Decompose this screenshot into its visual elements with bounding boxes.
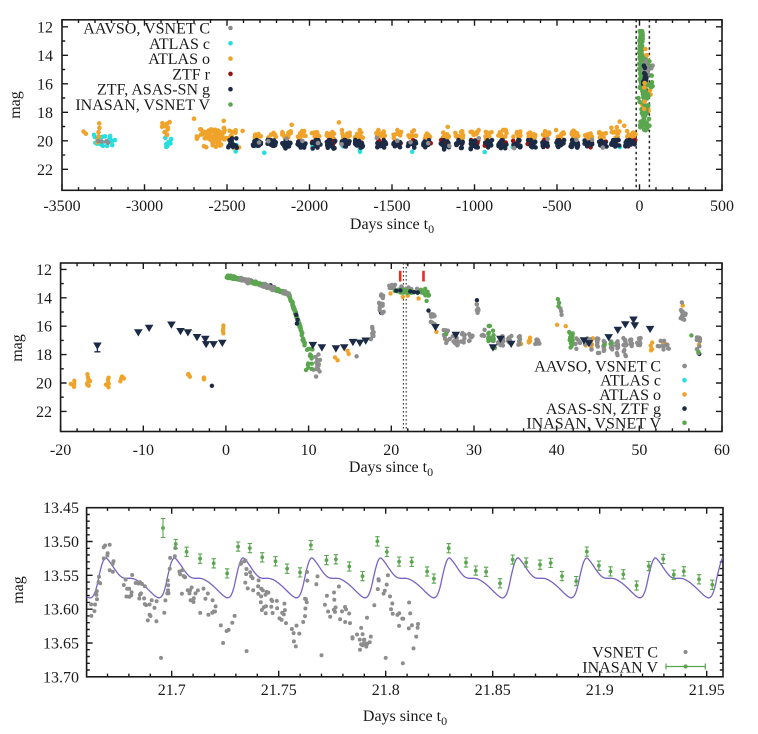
svg-text:0: 0: [636, 198, 644, 215]
svg-text:50: 50: [631, 442, 647, 459]
svg-text:500: 500: [710, 198, 734, 215]
svg-text:-3500: -3500: [43, 198, 80, 215]
svg-text:16: 16: [36, 319, 52, 336]
svg-text:INASAN V: INASAN V: [582, 660, 658, 677]
svg-text:ATLAS c: ATLAS c: [149, 36, 210, 53]
svg-text:ZTF r: ZTF r: [172, 66, 210, 83]
svg-text:ATLAS o: ATLAS o: [599, 387, 661, 404]
svg-text:12: 12: [37, 19, 53, 36]
svg-text:20: 20: [37, 133, 53, 150]
svg-text:60: 60: [714, 442, 730, 459]
svg-text:mag: mag: [10, 576, 27, 604]
svg-text:22: 22: [37, 162, 53, 179]
svg-text:0: 0: [222, 442, 230, 459]
svg-text:mag: mag: [9, 334, 26, 362]
svg-text:18: 18: [36, 347, 52, 364]
svg-text:13.70: 13.70: [43, 669, 79, 686]
svg-text:ZTF, ASAS-SN g: ZTF, ASAS-SN g: [97, 82, 210, 99]
svg-text:mag: mag: [7, 91, 24, 119]
svg-text:INASAN, VSNET V: INASAN, VSNET V: [75, 97, 210, 114]
svg-text:ATLAS c: ATLAS c: [600, 373, 661, 390]
svg-text:40: 40: [549, 442, 565, 459]
svg-text:21.9: 21.9: [586, 682, 614, 699]
svg-text:Days since t0: Days since t0: [350, 216, 434, 236]
svg-text:-1500: -1500: [373, 198, 410, 215]
svg-text:-10: -10: [133, 442, 154, 459]
svg-text:AAVSO, VSNET C: AAVSO, VSNET C: [534, 359, 661, 376]
svg-text:21.75: 21.75: [261, 682, 297, 699]
svg-text:20: 20: [383, 442, 399, 459]
svg-text:-1000: -1000: [456, 198, 493, 215]
svg-text:INASAN, VSNET V: INASAN, VSNET V: [526, 415, 661, 432]
svg-text:13.45: 13.45: [43, 500, 79, 517]
svg-text:13.55: 13.55: [43, 568, 79, 585]
svg-text:ASAS-SN, ZTF g: ASAS-SN, ZTF g: [546, 401, 661, 418]
svg-text:20: 20: [36, 376, 52, 393]
svg-text:12: 12: [36, 262, 52, 279]
svg-text:13.65: 13.65: [43, 635, 79, 652]
svg-text:18: 18: [37, 105, 53, 122]
svg-text:14: 14: [37, 48, 53, 65]
svg-text:ATLAS o: ATLAS o: [148, 51, 210, 68]
svg-text:21.95: 21.95: [689, 682, 725, 699]
svg-text:22: 22: [36, 404, 52, 421]
svg-text:16: 16: [37, 76, 53, 93]
svg-text:-20: -20: [50, 442, 71, 459]
svg-text:14: 14: [36, 290, 52, 307]
svg-text:10: 10: [301, 442, 317, 459]
svg-text:21.8: 21.8: [372, 682, 400, 699]
svg-text:-2500: -2500: [208, 198, 245, 215]
svg-text:-2000: -2000: [291, 198, 328, 215]
svg-text:VSNET C: VSNET C: [592, 645, 658, 662]
svg-text:Days since t0: Days since t0: [363, 708, 447, 728]
svg-text:13.60: 13.60: [43, 602, 79, 619]
svg-text:21.85: 21.85: [475, 682, 511, 699]
svg-text:-500: -500: [542, 198, 571, 215]
svg-text:13.50: 13.50: [43, 534, 79, 551]
svg-text:30: 30: [466, 442, 482, 459]
svg-text:21.7: 21.7: [158, 682, 186, 699]
svg-text:AAVSO, VSNET C: AAVSO, VSNET C: [83, 21, 210, 38]
svg-text:-3000: -3000: [126, 198, 163, 215]
svg-text:Days since t0: Days since t0: [349, 459, 433, 479]
